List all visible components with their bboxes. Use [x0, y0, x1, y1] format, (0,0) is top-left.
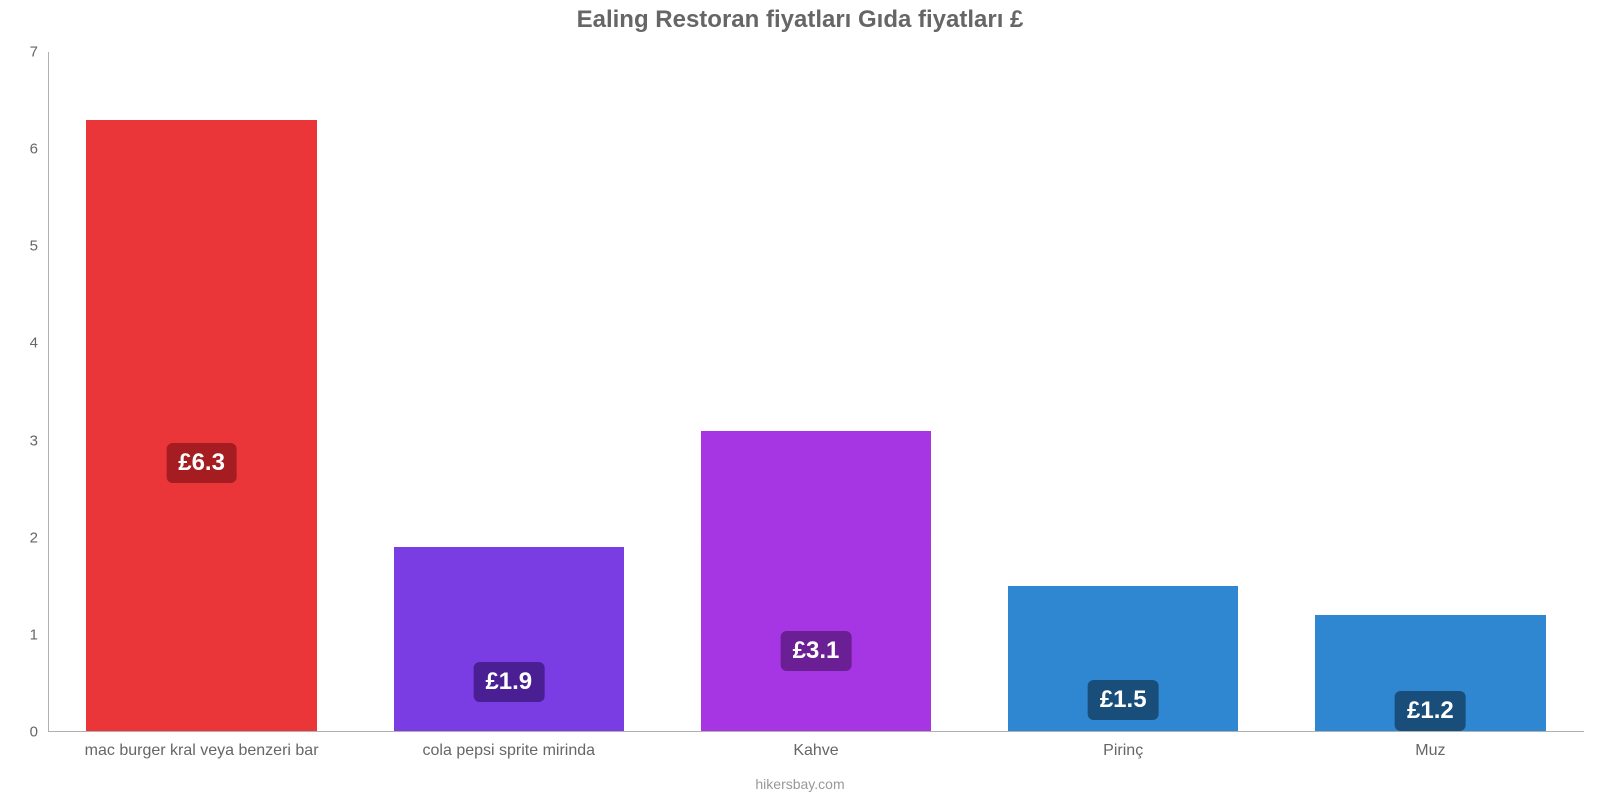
bar	[86, 120, 316, 732]
x-tick-label: Kahve	[793, 732, 838, 760]
value-badge: £1.5	[1088, 680, 1159, 720]
value-badge: £1.2	[1395, 691, 1466, 731]
x-tick-label: mac burger kral veya benzeri bar	[85, 732, 319, 760]
x-axis-line	[48, 731, 1584, 732]
x-tick-label: Muz	[1415, 732, 1445, 760]
y-tick-label: 2	[30, 529, 48, 546]
attribution-text: hikersbay.com	[0, 776, 1600, 792]
y-tick-label: 7	[30, 44, 48, 61]
y-axis-line	[48, 52, 49, 732]
y-tick-label: 4	[30, 335, 48, 352]
y-tick-label: 6	[30, 141, 48, 158]
y-tick-label: 5	[30, 238, 48, 255]
value-badge: £3.1	[781, 631, 852, 671]
bar	[701, 431, 931, 732]
y-tick-label: 0	[30, 724, 48, 741]
y-tick-label: 1	[30, 626, 48, 643]
x-tick-label: Pirinç	[1103, 732, 1143, 760]
gridline	[48, 52, 1584, 53]
value-badge: £6.3	[166, 443, 237, 483]
y-tick-label: 3	[30, 432, 48, 449]
plot-area: 01234567mac burger kral veya benzeri bar…	[48, 52, 1584, 732]
chart-title: Ealing Restoran fiyatları Gıda fiyatları…	[0, 6, 1600, 34]
bar	[394, 547, 624, 732]
price-chart: Ealing Restoran fiyatları Gıda fiyatları…	[0, 0, 1600, 800]
x-tick-label: cola pepsi sprite mirinda	[423, 732, 596, 760]
value-badge: £1.9	[473, 662, 544, 702]
